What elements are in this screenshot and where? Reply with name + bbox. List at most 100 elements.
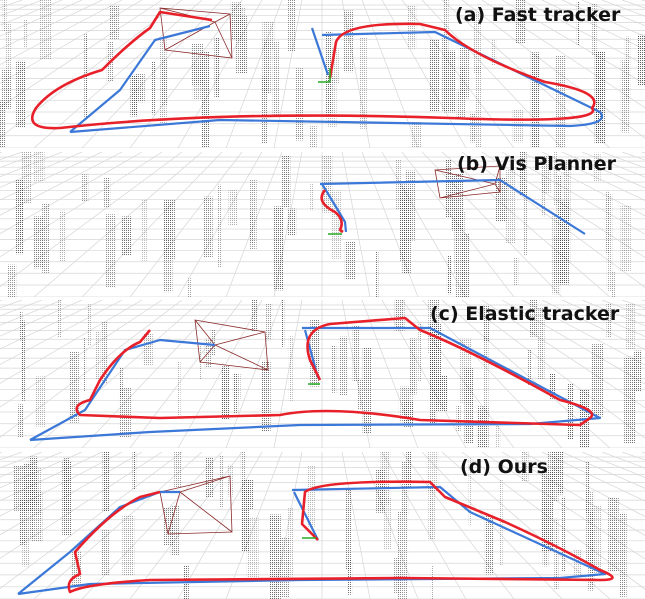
pillar <box>353 326 360 382</box>
panel-label: (a) Fast tracker <box>455 4 621 26</box>
pillar <box>436 330 439 355</box>
pillar <box>562 497 566 571</box>
pillar <box>543 502 549 566</box>
pillar <box>31 492 43 542</box>
pillar <box>339 337 348 396</box>
grid-line <box>82 152 222 297</box>
pillar <box>310 126 317 157</box>
pillar <box>605 191 610 254</box>
pillar <box>121 216 132 255</box>
pillar <box>218 185 222 268</box>
pillar <box>506 169 515 243</box>
pillar <box>16 61 26 128</box>
pillar <box>3 0 7 31</box>
pillar <box>513 258 518 286</box>
pillar <box>231 2 242 40</box>
pillar <box>446 159 452 217</box>
grid-line <box>0 452 2 599</box>
pillar <box>103 449 110 511</box>
pillar <box>160 38 167 123</box>
pillar <box>273 41 280 116</box>
pillar <box>59 211 66 262</box>
pillar <box>637 35 645 86</box>
pillar <box>20 500 26 545</box>
pillar <box>130 76 137 117</box>
grid-line <box>0 300 2 448</box>
pillar <box>395 296 405 331</box>
pillar <box>228 190 237 225</box>
pillar <box>430 343 437 425</box>
pillar <box>418 324 421 382</box>
pillar <box>282 156 290 207</box>
grid-line <box>178 300 262 448</box>
pillar <box>193 62 203 99</box>
tracker-trajectory <box>69 482 613 592</box>
pillar <box>592 344 603 416</box>
pillar <box>83 338 86 391</box>
pillar <box>204 197 213 257</box>
pillar <box>201 52 210 157</box>
pillar <box>110 5 119 40</box>
pillar <box>626 304 635 350</box>
pillar <box>18 404 23 437</box>
pillar <box>6 24 11 108</box>
pillar <box>222 366 229 419</box>
pillar <box>133 450 137 489</box>
pillar <box>164 199 175 258</box>
panel-c: (c) Elastic tracker <box>0 288 645 452</box>
pillar <box>81 174 88 201</box>
grid-line <box>0 152 2 297</box>
grid-line <box>178 0 262 148</box>
pillar <box>36 376 45 426</box>
pillar <box>612 272 616 301</box>
pillar <box>288 209 296 237</box>
pillar <box>485 515 494 575</box>
pillar <box>247 479 254 508</box>
pillar <box>402 387 413 414</box>
pillar <box>102 529 110 576</box>
pillar <box>383 498 391 550</box>
pillar <box>122 515 134 575</box>
panel-label: (c) Elastic tracker <box>430 303 620 325</box>
pillar <box>233 373 241 399</box>
pillar <box>288 0 296 51</box>
pillar <box>459 48 470 99</box>
pillar <box>410 338 417 394</box>
pillar <box>381 443 391 505</box>
pillar <box>496 421 501 452</box>
pillar <box>567 384 573 439</box>
pillar <box>174 433 181 487</box>
pillar <box>585 492 594 562</box>
pillar <box>266 304 272 340</box>
pillar <box>447 256 452 294</box>
pillar <box>619 513 627 597</box>
pillar <box>15 180 24 254</box>
pillar <box>289 336 293 400</box>
pillar <box>263 41 271 94</box>
pillar <box>249 180 257 249</box>
pillar <box>344 10 354 72</box>
pillar <box>477 406 489 450</box>
pillar <box>269 515 281 599</box>
panel-a: (a) Fast tracker <box>0 0 645 157</box>
pillar <box>177 361 180 416</box>
pillar <box>531 52 540 147</box>
pillar <box>58 294 62 338</box>
pillar <box>152 62 156 115</box>
pillar <box>332 346 336 393</box>
panel-d: (d) Ours <box>0 432 645 599</box>
pillar <box>431 565 434 599</box>
pillar <box>7 265 16 307</box>
panel-b: (b) Vis Planner <box>0 129 645 306</box>
panel-label: (b) Vis Planner <box>457 153 617 175</box>
pillar <box>624 357 636 444</box>
pillar <box>251 293 258 331</box>
pillar <box>261 361 270 431</box>
pillar <box>484 336 489 418</box>
pillar <box>120 367 123 398</box>
pillar <box>552 437 559 501</box>
pillar <box>164 508 174 545</box>
pillar <box>104 178 110 208</box>
pillar <box>556 55 566 157</box>
pillar <box>280 538 289 598</box>
